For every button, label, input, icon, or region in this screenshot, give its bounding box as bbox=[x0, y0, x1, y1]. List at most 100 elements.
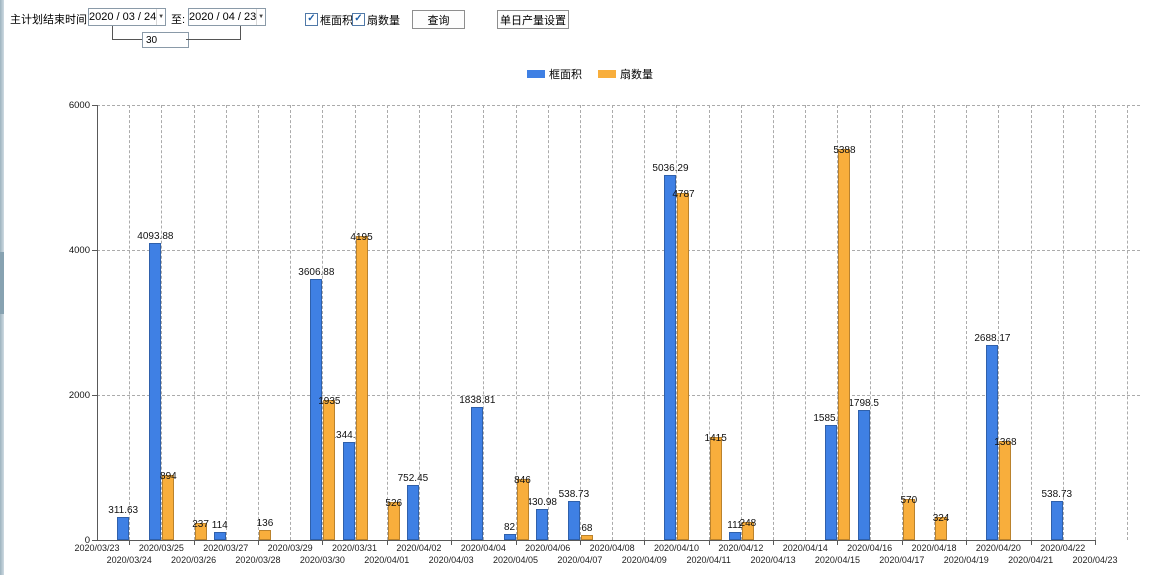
bar-series-0 bbox=[310, 278, 323, 540]
bar-value-label: 5036.29 bbox=[652, 162, 689, 174]
bar-value-label: 4093.88 bbox=[137, 231, 174, 243]
bar-series-1 bbox=[355, 235, 368, 540]
v-gridline bbox=[193, 105, 195, 540]
bar-value-label: 1585.96 bbox=[813, 413, 850, 425]
x-tick-label: 2020/04/19 bbox=[943, 555, 989, 565]
y-tick-label: 6000 bbox=[68, 99, 90, 111]
bar-series-0 bbox=[664, 174, 677, 540]
connector-line bbox=[112, 26, 113, 40]
bar-value-label: 570 bbox=[900, 494, 918, 506]
x-tick bbox=[579, 540, 581, 545]
y-tick bbox=[92, 540, 97, 541]
frame-area-checkbox[interactable]: ✓ bbox=[305, 13, 318, 26]
x-tick-label: 2020/04/13 bbox=[750, 555, 796, 565]
bar-series-0 bbox=[117, 517, 130, 540]
bar-value-label: 111 bbox=[727, 519, 743, 531]
x-tick bbox=[322, 540, 324, 545]
v-gridline bbox=[1127, 105, 1129, 540]
bar-value-label: 248 bbox=[739, 518, 757, 530]
x-tick-label: 2020/04/03 bbox=[428, 555, 474, 565]
frame-area-checkbox-label[interactable]: 框面积 bbox=[320, 15, 353, 27]
fan-count-checkbox[interactable]: ✓ bbox=[352, 13, 365, 26]
query-button[interactable]: 查询 bbox=[412, 10, 465, 29]
x-tick-label: 2020/04/09 bbox=[621, 555, 667, 565]
x-tick-label: 2020/04/12 bbox=[718, 543, 764, 553]
chevron-down-icon[interactable]: ▼ bbox=[256, 9, 265, 25]
bar-value-label: 4787 bbox=[672, 188, 695, 200]
daily-output-settings-button[interactable]: 单日产量设置 bbox=[497, 10, 569, 29]
left-splitter-bar[interactable] bbox=[0, 0, 4, 575]
bar-series-0 bbox=[1050, 500, 1063, 540]
checkmark-icon: ✓ bbox=[354, 13, 363, 24]
x-tick-label: 2020/03/26 bbox=[171, 555, 217, 565]
v-gridline bbox=[225, 105, 227, 540]
days-input[interactable] bbox=[142, 32, 189, 48]
date-to-value: 2020 / 04 / 23 bbox=[189, 11, 257, 23]
bar-series-0 bbox=[406, 485, 419, 540]
y-axis-line bbox=[97, 105, 98, 540]
connector-line bbox=[240, 26, 241, 40]
x-tick bbox=[515, 540, 517, 545]
fan-count-checkbox-label[interactable]: 扇数量 bbox=[367, 15, 400, 27]
bar-series-0 bbox=[342, 442, 355, 540]
x-tick-label: 2020/03/23 bbox=[74, 543, 120, 553]
bar-series-0 bbox=[471, 406, 484, 540]
h-gridline bbox=[97, 250, 1140, 251]
left-splitter-grip[interactable] bbox=[0, 252, 4, 314]
y-tick-label: 2000 bbox=[68, 389, 90, 401]
to-label: 至: bbox=[171, 14, 186, 26]
legend-label: 框面积 bbox=[549, 69, 582, 81]
v-gridline bbox=[1062, 105, 1064, 540]
x-tick bbox=[837, 540, 839, 545]
x-tick bbox=[1095, 540, 1096, 545]
x-tick-label: 2020/04/10 bbox=[653, 543, 699, 553]
bar-series-1 bbox=[323, 399, 336, 540]
date-to-picker[interactable]: 2020 / 04 / 23 ▼ bbox=[188, 8, 266, 26]
bar-value-label: 5388 bbox=[833, 145, 856, 157]
bar-series-1 bbox=[162, 475, 175, 540]
v-gridline bbox=[901, 105, 903, 540]
x-tick-label: 2020/04/05 bbox=[492, 555, 539, 565]
x-tick-label: 2020/04/21 bbox=[1008, 555, 1054, 565]
bar-value-label: 311.63 bbox=[108, 505, 139, 517]
x-tick bbox=[708, 540, 710, 545]
bar-value-label: 82 bbox=[503, 522, 516, 534]
x-tick-label: 2020/04/01 bbox=[364, 555, 410, 565]
connector-line bbox=[112, 39, 142, 40]
date-from-picker[interactable]: 2020 / 03 / 24 ▼ bbox=[88, 8, 166, 26]
legend-item-frame-area: 框面积 bbox=[527, 66, 582, 82]
v-gridline bbox=[837, 105, 839, 540]
bar-value-label: 1935 bbox=[318, 395, 341, 407]
bar-value-label: 1415 bbox=[704, 433, 727, 445]
x-tick-label: 2020/04/22 bbox=[1040, 543, 1086, 553]
x-tick-label: 2020/04/17 bbox=[879, 555, 925, 565]
v-gridline bbox=[547, 105, 549, 540]
v-gridline bbox=[934, 105, 936, 540]
bar-value-label: 136 bbox=[256, 518, 274, 530]
v-gridline bbox=[644, 105, 646, 540]
h-gridline bbox=[97, 395, 1140, 396]
bar-value-label: 538.73 bbox=[1041, 488, 1073, 500]
chevron-down-icon[interactable]: ▼ bbox=[156, 9, 165, 25]
v-gridline bbox=[579, 105, 581, 540]
v-gridline bbox=[386, 105, 388, 540]
bar-value-label: 526 bbox=[385, 497, 403, 509]
bar-value-label: 324 bbox=[932, 512, 950, 524]
x-tick-label: 2020/04/16 bbox=[847, 543, 893, 553]
bar-value-label: 846 bbox=[514, 474, 531, 486]
end-time-label: 主计划结束时间: bbox=[10, 14, 91, 26]
x-tick-label: 2020/03/30 bbox=[299, 555, 345, 565]
y-tick bbox=[92, 105, 97, 106]
y-tick bbox=[92, 395, 97, 396]
x-tick bbox=[386, 540, 388, 545]
bar-series-0 bbox=[213, 531, 226, 540]
bar-series-1 bbox=[838, 149, 851, 540]
x-tick-label: 2020/04/11 bbox=[686, 555, 731, 565]
legend-item-fan-count: 扇数量 bbox=[598, 66, 653, 82]
bar-value-label: 1838.81 bbox=[459, 394, 496, 406]
bar-series-0 bbox=[728, 531, 741, 540]
y-tick-label: 4000 bbox=[68, 244, 90, 256]
v-gridline bbox=[483, 105, 485, 540]
bar-value-label: 894 bbox=[160, 471, 177, 483]
bar-series-1 bbox=[902, 498, 915, 540]
